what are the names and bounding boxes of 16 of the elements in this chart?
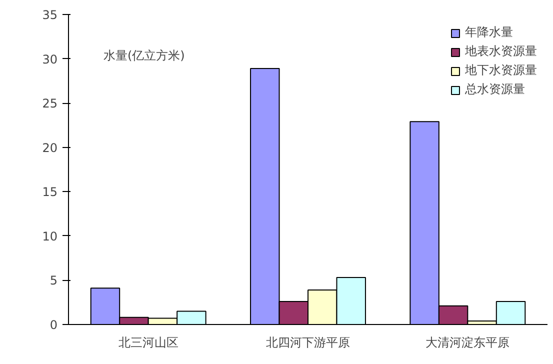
y-tick-label: 35 [42,8,58,22]
legend-label: 年降水量 [465,24,513,41]
y-tick-label: 30 [42,52,58,66]
legend-label: 地表水资源量 [465,43,537,60]
y-tick-label: 0 [50,318,58,332]
x-tick-label: 北四河下游平原 [266,336,350,350]
y-tick-label: 20 [42,140,58,155]
y-tick-label: 10 [42,229,58,244]
x-tick-label: 北三河山区 [118,336,178,350]
y-tick-label: 15 [42,185,58,200]
legend-label: 地下水资源量 [465,62,537,79]
y-axis-title: 水量(亿立方米) [104,48,185,62]
legend-label: 总水资源量 [465,81,525,98]
y-tick-label: 25 [42,96,58,111]
y-tick-label: 5 [50,274,58,288]
x-tick-label: 大清河淀东平原 [426,336,510,350]
